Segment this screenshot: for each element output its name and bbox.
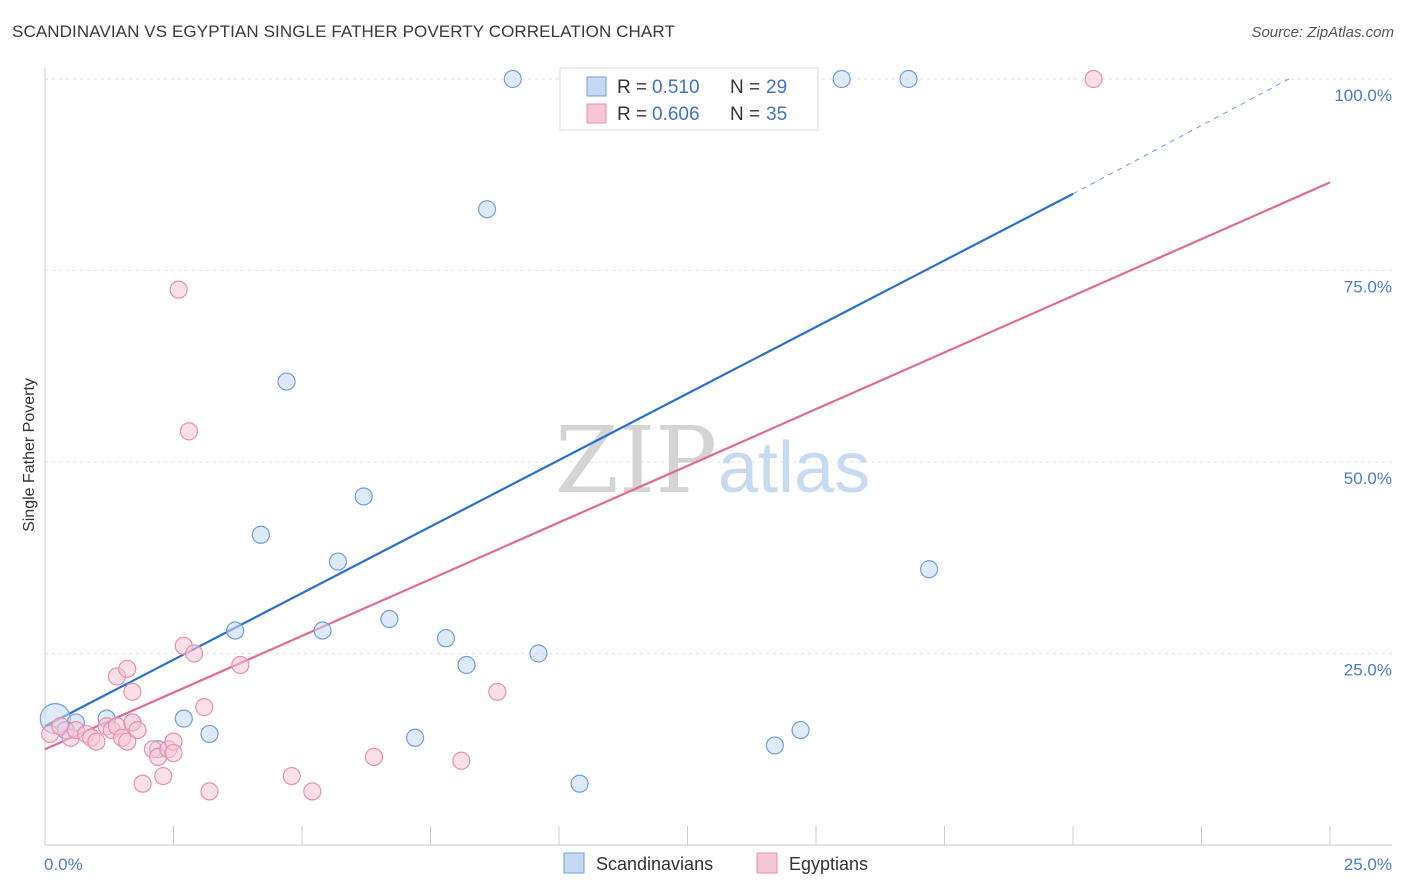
point-scandinavians <box>570 774 589 793</box>
point-scandinavians <box>436 629 456 648</box>
axes <box>44 68 1392 846</box>
point-scandinavians <box>200 724 219 744</box>
point-egyptians <box>195 698 214 717</box>
point-egyptians <box>154 766 173 786</box>
legend-swatch-scandinavians <box>563 852 585 874</box>
watermark: ZIP atlas <box>555 407 870 514</box>
point-scandinavians <box>477 200 497 219</box>
trendlines <box>44 78 1331 751</box>
watermark-zip: ZIP <box>555 407 717 514</box>
tick-labels: 25.0% 50.0% 75.0% 100.0% 0.0% 25.0% <box>44 86 1392 874</box>
point-scandinavians <box>226 621 245 640</box>
point-egyptians <box>164 743 183 763</box>
trendline-extension <box>1072 78 1290 195</box>
point-scandinavians <box>313 621 332 640</box>
legend-r-label: R = <box>617 77 647 98</box>
legend-label-egyptians: Egyptians <box>789 854 868 874</box>
y-tick-label: 75.0% <box>1344 278 1392 297</box>
legend-r-value: 0.510 <box>652 77 700 98</box>
point-scandinavians <box>405 728 425 747</box>
legend-n-label: N = <box>730 77 760 98</box>
point-egyptians <box>133 774 152 793</box>
point-egyptians <box>1084 69 1103 89</box>
y-tick-label: 100.0% <box>1334 86 1392 105</box>
point-egyptians <box>123 682 142 701</box>
point-egyptians <box>87 732 106 751</box>
legend-series: Scandinavians Egyptians <box>563 852 868 874</box>
trendline-scandinavians <box>44 192 1074 728</box>
chart-source: Source: ZipAtlas.com <box>1251 24 1394 41</box>
y-tick-label: 50.0% <box>1344 469 1392 488</box>
point-scandinavians <box>380 609 399 629</box>
point-scandinavians <box>529 644 548 663</box>
point-scandinavians <box>791 720 810 740</box>
legend-stats: R = 0.510 N = 29 R = 0.606 N = 35 <box>559 67 819 131</box>
trendline-egyptians <box>44 181 1331 751</box>
point-egyptians <box>179 422 199 441</box>
legend-n-value: 29 <box>766 77 787 98</box>
legend-label-scandinavians: Scandinavians <box>596 854 713 874</box>
point-egyptians <box>452 751 471 770</box>
legend-n-label: N = <box>730 104 760 125</box>
point-scandinavians <box>832 69 851 89</box>
legend-swatch <box>586 76 607 97</box>
gridlines <box>45 78 1392 654</box>
point-scandinavians <box>899 69 918 89</box>
watermark-atlas: atlas <box>718 428 870 508</box>
x-tick-label: 0.0% <box>44 855 83 874</box>
y-axis-label: Single Father Poverty <box>21 378 38 532</box>
point-scandinavians <box>354 487 373 506</box>
point-egyptians <box>303 782 322 801</box>
point-scandinavians <box>919 560 939 579</box>
point-egyptians <box>118 732 137 751</box>
point-egyptians <box>231 655 250 675</box>
point-scandinavians <box>277 372 296 391</box>
point-egyptians <box>128 720 147 740</box>
point-scandinavians <box>328 552 348 571</box>
point-scandinavians <box>174 709 193 728</box>
point-scandinavians <box>251 525 270 544</box>
point-scandinavians <box>457 655 476 675</box>
legend-swatch <box>586 103 607 124</box>
y-tick-label: 25.0% <box>1344 661 1392 680</box>
point-egyptians <box>169 280 188 299</box>
point-scandinavians <box>503 69 522 89</box>
point-egyptians <box>200 782 219 801</box>
point-egyptians <box>282 766 301 786</box>
data-points <box>39 69 1103 801</box>
chart-title: SCANDINAVIAN VS EGYPTIAN SINGLE FATHER P… <box>12 22 675 41</box>
legend-r-value: 0.606 <box>652 104 700 125</box>
x-tick-label: 25.0% <box>1344 855 1392 874</box>
point-egyptians <box>118 659 137 678</box>
legend-swatch-egyptians <box>756 852 778 874</box>
point-egyptians <box>488 682 507 701</box>
point-egyptians <box>184 644 204 663</box>
legend-n-value: 35 <box>766 104 787 125</box>
legend-r-label: R = <box>617 104 647 125</box>
point-scandinavians <box>765 736 784 755</box>
point-egyptians <box>364 747 384 767</box>
